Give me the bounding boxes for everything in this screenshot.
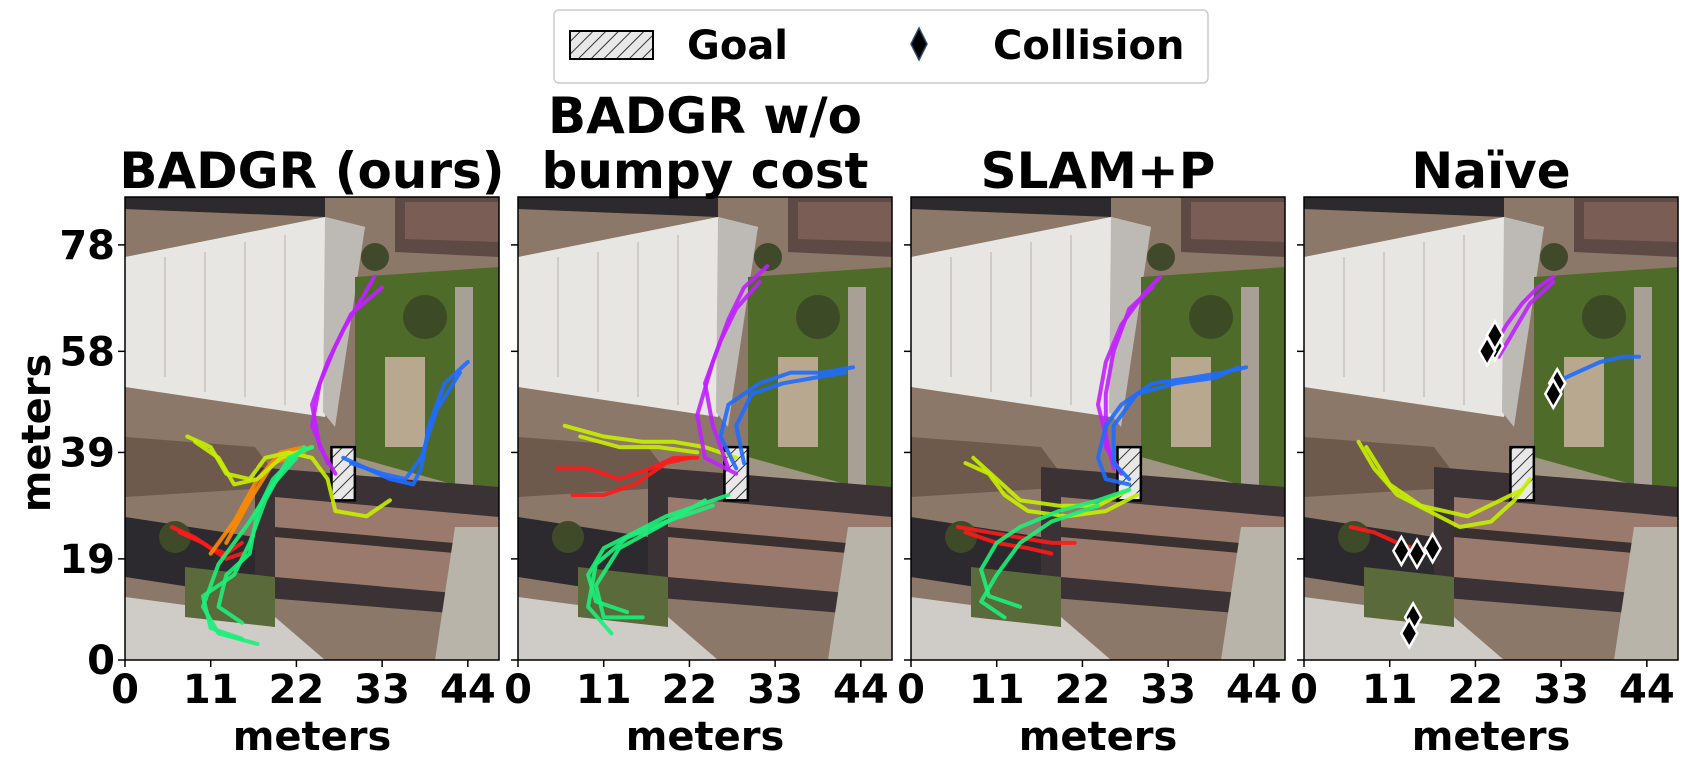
legend-goal-label: Goal <box>687 23 788 69</box>
trajectory-blue <box>1551 354 1641 386</box>
x-tick-label: 44 <box>1226 667 1282 713</box>
panel-title: BADGR w/o <box>548 87 862 145</box>
panel-title: bumpy cost <box>542 142 869 200</box>
trajectory-green <box>216 445 307 625</box>
legend-frame <box>553 9 1209 84</box>
panel-title: BADGR (ours) <box>119 142 504 200</box>
goal-region <box>1509 445 1536 502</box>
shared-y-axis-label: meters <box>14 354 60 513</box>
trajectory-green <box>200 455 299 646</box>
x-tick-label: 22 <box>269 667 325 713</box>
panel-title: SLAM+P <box>981 142 1216 200</box>
y-tick-label: 19 <box>59 537 115 583</box>
trajectory-yellow_green <box>193 439 314 487</box>
x-tick-label: 0 <box>111 667 139 713</box>
x-tick-label: 11 <box>183 667 239 713</box>
x-tick-label: 44 <box>1619 667 1675 713</box>
panel-3: SLAM+P 0 11 22 33 44 meters <box>897 142 1286 760</box>
trajectory-yellow_green <box>562 423 739 460</box>
trajectory-blue <box>349 370 462 482</box>
x-tick-label: 11 <box>969 667 1025 713</box>
panel-1: BADGR (ours) 0 11 22 33 44 0 19 39 58 78 meters <box>59 142 504 760</box>
panel-4: Naïve 0 11 22 33 44 meters <box>1290 142 1679 760</box>
legend: Goal Collision <box>553 9 1209 84</box>
y-tick-label: 0 <box>87 638 115 684</box>
x-tick-label: 33 <box>1140 667 1196 713</box>
trajectory-blue <box>718 365 855 471</box>
x-tick-label: 22 <box>1055 667 1111 713</box>
x-tick-label: 11 <box>1362 667 1418 713</box>
x-tick-label: 0 <box>504 667 532 713</box>
trajectory-purple <box>1103 285 1155 476</box>
x-axis-label: meters <box>233 714 392 760</box>
x-axis-label: meters <box>1019 714 1178 760</box>
x-tick-label: 22 <box>1448 667 1504 713</box>
trajectory-red <box>955 525 1077 545</box>
black-diamond-icon <box>910 26 928 62</box>
aerial-background <box>910 196 1286 661</box>
x-axis-label: meters <box>1412 714 1571 760</box>
hatched-rectangle-icon <box>569 30 654 60</box>
x-tick-label: 0 <box>1290 667 1318 713</box>
trajectory-yellow_green <box>1364 445 1525 519</box>
x-tick-label: 44 <box>833 667 889 713</box>
trajectory-purple <box>310 285 385 466</box>
legend-collision-label: Collision <box>993 23 1184 69</box>
axes-frame <box>124 196 500 661</box>
trajectory-purple <box>1496 280 1556 359</box>
axes-frame <box>910 196 1286 661</box>
y-tick-label: 58 <box>59 329 115 375</box>
x-tick-label: 0 <box>897 667 925 713</box>
trajectory-blue <box>1111 365 1241 482</box>
trajectory-blue <box>734 370 848 466</box>
trajectory-red <box>963 530 1054 556</box>
x-tick-label: 33 <box>1533 667 1589 713</box>
axes-frame <box>1303 196 1679 661</box>
x-tick-label: 44 <box>440 667 496 713</box>
trajectory-red <box>555 455 700 482</box>
x-tick-label: 33 <box>747 667 803 713</box>
trajectory-purple <box>703 280 762 471</box>
trajectory-red <box>570 455 692 497</box>
trajectory-green <box>979 503 1100 620</box>
panels: BADGR (ours)0 11 22 33 44019395878metersBADG… <box>59 87 1679 760</box>
trajectory-yellow_green <box>1356 439 1532 529</box>
trajectory-blue <box>1096 365 1248 487</box>
axes-frame <box>517 196 893 661</box>
x-tick-label: 22 <box>662 667 718 713</box>
x-tick-label: 11 <box>576 667 632 713</box>
trajectory-yellow_green <box>578 434 700 455</box>
x-tick-label: 33 <box>354 667 410 713</box>
y-tick-label: 78 <box>59 223 115 269</box>
trajectory-yellow_green <box>971 455 1132 508</box>
x-axis-label: meters <box>626 714 785 760</box>
y-tick-label: 39 <box>59 430 115 476</box>
aerial-background <box>1303 196 1679 661</box>
trajectory-green <box>593 498 707 620</box>
panel-title: Naïve <box>1411 142 1570 200</box>
